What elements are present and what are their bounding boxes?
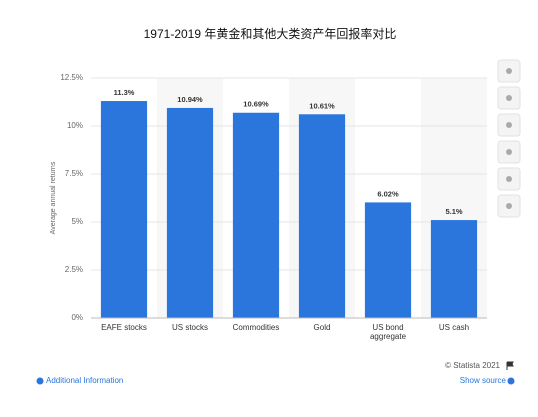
value-label: 10.94%	[177, 95, 203, 104]
y-tick-label: 7.5%	[65, 169, 83, 178]
icon-glyph	[506, 122, 512, 128]
toolbar	[497, 59, 521, 218]
value-label: 10.69%	[243, 100, 269, 109]
x-tick-label-box: US cash	[438, 323, 470, 332]
y-tick-label: 0%	[71, 313, 83, 322]
copyright: © Statista 2021	[445, 361, 500, 370]
flag-icon	[506, 361, 514, 370]
x-tick-label-box: US bond aggregate	[369, 323, 407, 341]
icon-glyph	[506, 95, 512, 101]
x-tick-label-box: US stocks	[171, 323, 208, 332]
x-tick-label-box: Gold	[313, 323, 331, 332]
chart-title: 1971-2019 年黄金和其他大类资产年回报率对比	[144, 26, 397, 41]
y-tick-label: 5%	[71, 217, 83, 226]
icon-glyph	[506, 149, 512, 155]
bar	[100, 101, 148, 318]
x-tick-label: US bond aggregate	[369, 323, 407, 341]
y-tick-label: 2.5%	[65, 265, 83, 274]
icon-glyph	[506, 203, 512, 209]
source-icon[interactable]	[507, 377, 515, 385]
icon-glyph	[506, 68, 512, 74]
show-source-link[interactable]: Show source	[460, 376, 507, 385]
x-tick-label-box: Commodities	[232, 323, 280, 332]
y-tick-label: 12.5%	[60, 73, 83, 82]
bar	[430, 220, 478, 318]
x-tick-label: Commodities	[232, 323, 280, 332]
x-tick-label: Gold	[313, 323, 331, 332]
x-tick-label: US cash	[438, 323, 470, 332]
value-label: 11.3%	[114, 88, 135, 97]
bar	[298, 114, 346, 319]
x-tick-label-box: EAFE stocks	[101, 323, 147, 332]
y-axis-label: Average annual returns	[50, 161, 57, 234]
y-tick-label: 10%	[67, 121, 83, 130]
x-tick-label: US stocks	[171, 323, 208, 332]
value-label: 5.1%	[445, 207, 462, 216]
bar	[166, 107, 214, 319]
value-label: 10.61%	[309, 101, 335, 110]
value-label: 6.02%	[377, 189, 399, 198]
x-tick-label: EAFE stocks	[101, 323, 147, 332]
icon-glyph	[506, 176, 512, 182]
bar	[232, 112, 280, 318]
info-icon[interactable]	[36, 377, 44, 385]
bar	[364, 202, 412, 318]
additional-info-link[interactable]: Additional Information	[46, 376, 123, 385]
